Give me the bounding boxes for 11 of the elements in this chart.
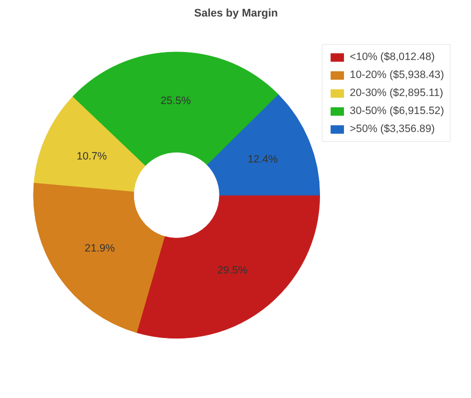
data-label: 21.9%	[84, 242, 116, 254]
legend-label: >50% ($3,356.89)	[350, 123, 435, 135]
data-label: 10.7%	[76, 150, 108, 162]
chart-title: Sales by Margin	[194, 8, 278, 20]
data-label: 29.5%	[217, 264, 248, 277]
legend-label: <10% ($8,012.48)	[350, 51, 435, 63]
legend-label: 10-20% ($5,938.43)	[350, 69, 444, 81]
data-label: 12.4%	[248, 153, 278, 166]
legend-label: 20-30% ($2,895.11)	[350, 87, 444, 99]
legend-label: 30-50% ($6,915.52)	[350, 105, 444, 117]
data-label: 25.5%	[160, 94, 192, 107]
